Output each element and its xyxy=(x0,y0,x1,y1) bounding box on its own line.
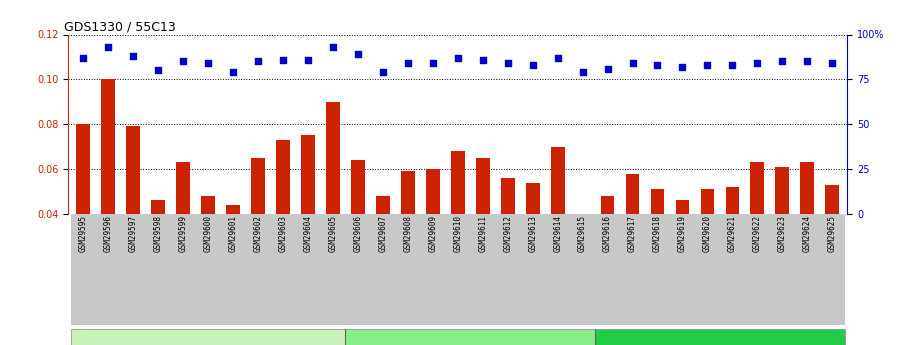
Point xyxy=(375,69,390,75)
Bar xyxy=(751,162,764,304)
Point xyxy=(425,60,440,66)
Point xyxy=(825,60,840,66)
Bar xyxy=(276,140,290,304)
Bar xyxy=(676,200,690,304)
Bar xyxy=(501,178,515,304)
Point xyxy=(226,69,241,75)
Bar xyxy=(576,214,589,304)
Point xyxy=(650,62,665,68)
Bar xyxy=(451,151,465,304)
Bar xyxy=(251,158,265,304)
Point xyxy=(101,44,116,50)
Point xyxy=(476,57,490,62)
Point xyxy=(701,62,715,68)
Point xyxy=(176,59,190,64)
FancyBboxPatch shape xyxy=(71,329,345,345)
Point xyxy=(76,55,90,61)
Point xyxy=(151,68,166,73)
Bar xyxy=(725,187,739,304)
Bar xyxy=(650,189,664,304)
FancyBboxPatch shape xyxy=(595,329,844,345)
Bar xyxy=(101,79,115,304)
Point xyxy=(625,60,640,66)
Bar xyxy=(701,189,714,304)
Point xyxy=(526,62,540,68)
Bar xyxy=(77,124,90,304)
Bar xyxy=(476,158,489,304)
Point xyxy=(126,53,140,59)
Bar xyxy=(526,183,539,304)
Point xyxy=(301,57,315,62)
Bar xyxy=(426,169,440,304)
Bar xyxy=(201,196,215,304)
Point xyxy=(351,51,365,57)
Point xyxy=(200,60,215,66)
Point xyxy=(325,44,340,50)
Point xyxy=(600,66,615,71)
Bar xyxy=(226,205,240,304)
Bar xyxy=(302,135,315,304)
FancyBboxPatch shape xyxy=(71,214,844,325)
Point xyxy=(576,69,590,75)
Point xyxy=(800,59,814,64)
Bar xyxy=(351,160,364,304)
Bar xyxy=(151,200,165,304)
Point xyxy=(401,60,415,66)
Bar xyxy=(127,126,140,304)
Bar xyxy=(177,162,190,304)
Point xyxy=(775,59,790,64)
Point xyxy=(750,60,764,66)
Text: GDS1330 / 55C13: GDS1330 / 55C13 xyxy=(65,20,176,33)
Bar xyxy=(551,147,565,304)
Bar xyxy=(376,196,390,304)
Point xyxy=(450,55,465,61)
Bar xyxy=(626,174,640,304)
Bar xyxy=(326,102,340,304)
Point xyxy=(550,55,565,61)
Bar xyxy=(401,171,415,304)
Point xyxy=(675,64,690,70)
Point xyxy=(500,60,515,66)
Point xyxy=(276,57,291,62)
Bar xyxy=(825,185,839,304)
Bar xyxy=(600,196,614,304)
FancyBboxPatch shape xyxy=(345,329,595,345)
Point xyxy=(251,59,265,64)
Bar xyxy=(801,162,814,304)
Point xyxy=(725,62,740,68)
Bar xyxy=(775,167,789,304)
